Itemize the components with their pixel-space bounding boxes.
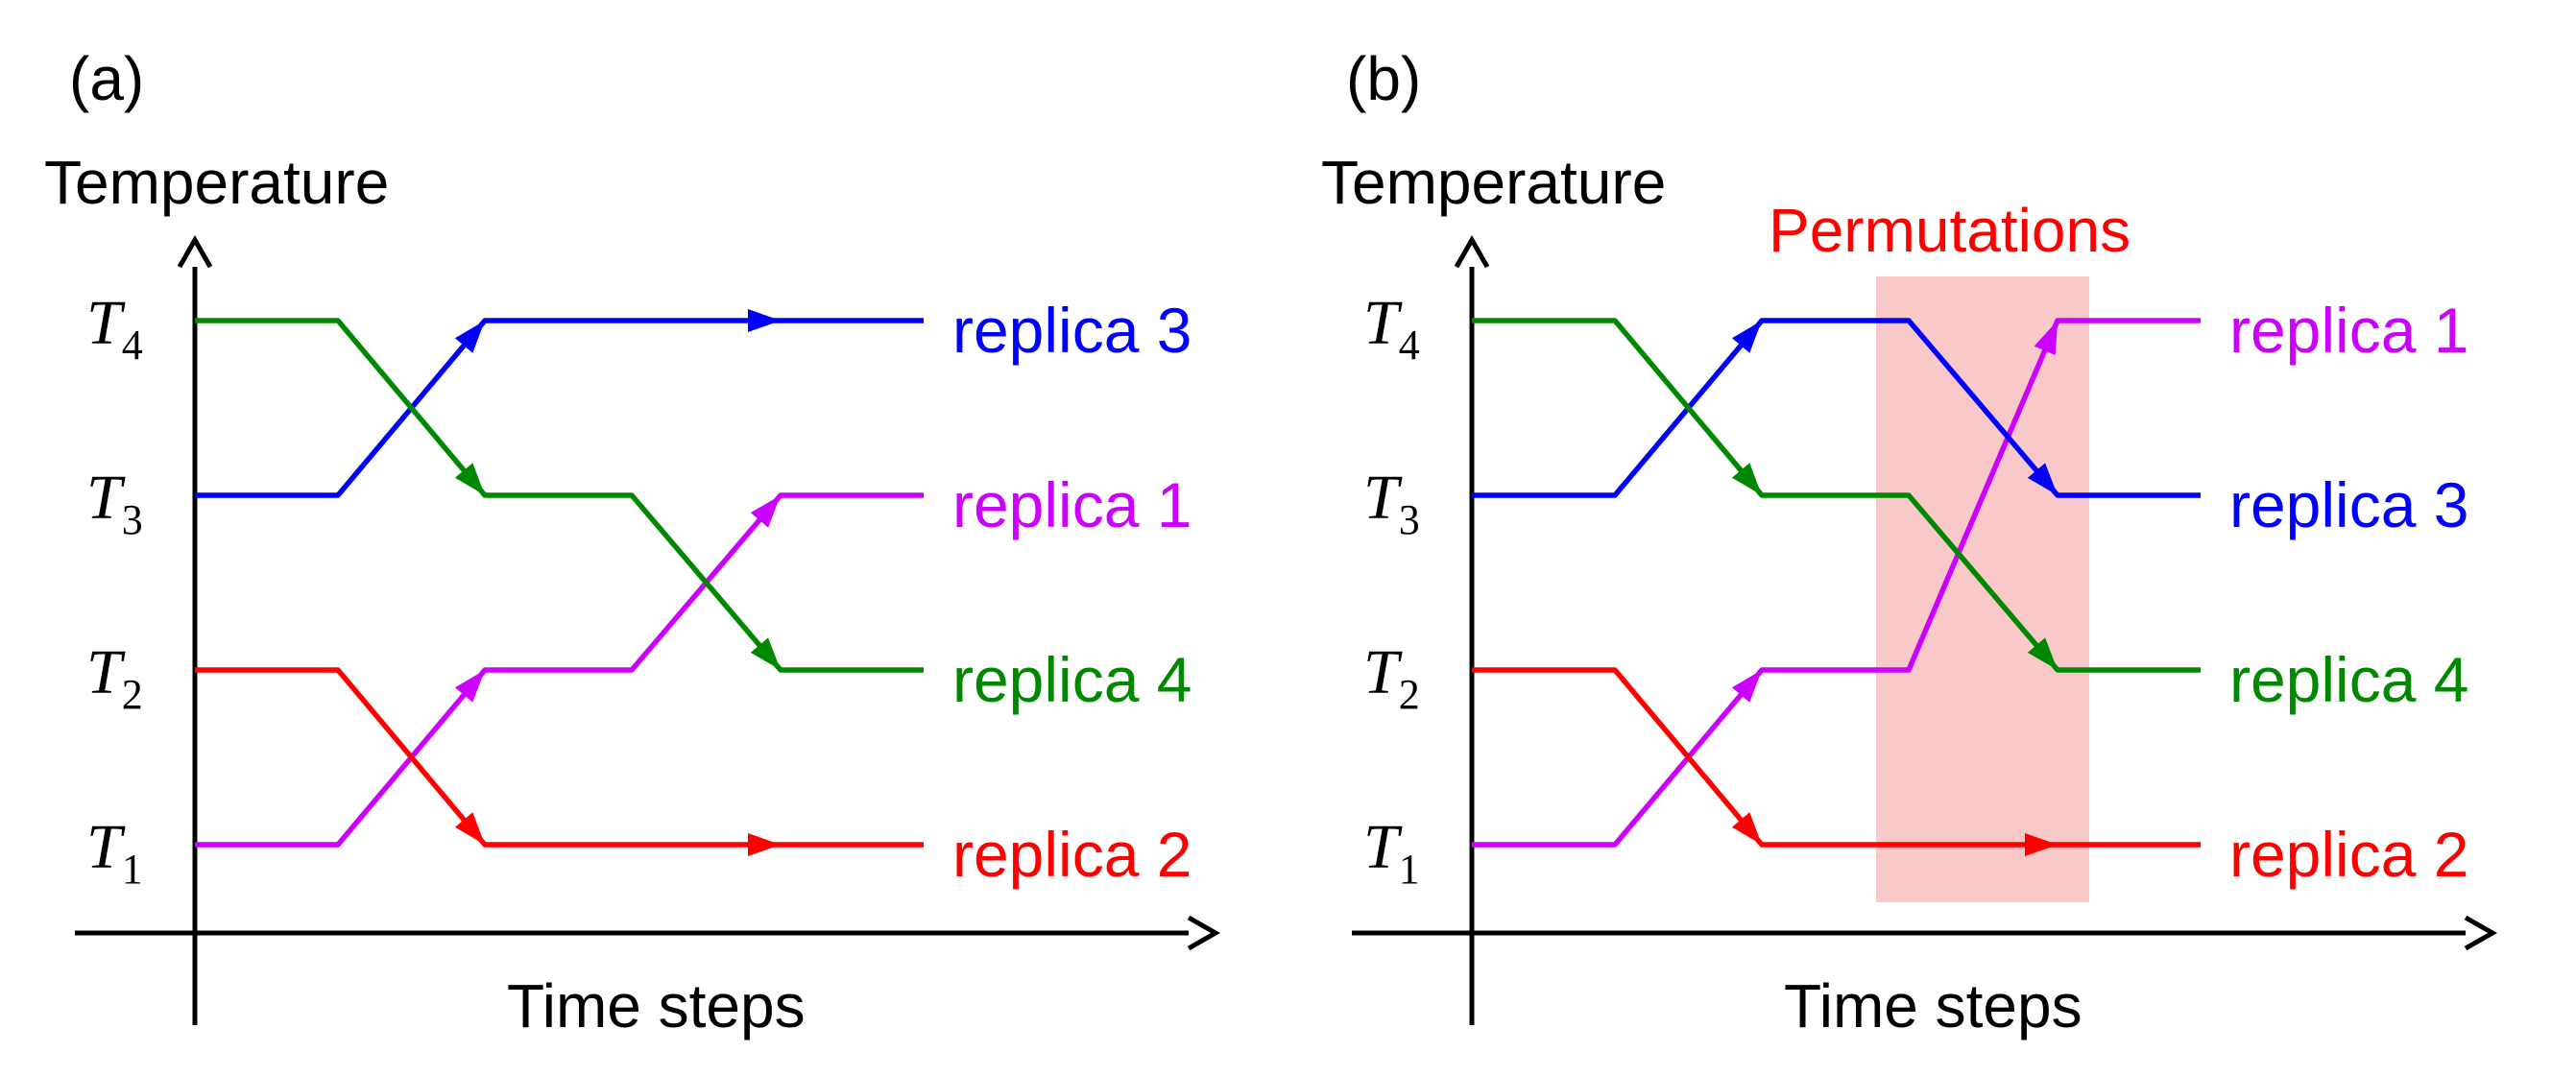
panel-a-arrowhead-replica-3-step-4	[748, 309, 781, 332]
panel-b-label-row-t2: replica 4	[2229, 644, 2468, 715]
panel-b-arrowhead-replica-2-step-4	[2025, 833, 2058, 856]
panel-a-trajectory-replica-4	[195, 318, 924, 673]
panel-b-label-row-t1: replica 2	[2229, 819, 2468, 890]
panel-b-arrowhead-replica-4-step-4	[2027, 637, 2058, 670]
panel-b-arrowhead-replica-3-step-2	[1731, 321, 1762, 353]
panel-b-trajectory-replica-3	[1472, 318, 2201, 498]
panel-a-arrowhead-replica-3-step-2	[454, 321, 485, 353]
panel-b-arrowhead-replica-2-step-2	[1731, 812, 1762, 845]
panel-b-trajectory-replica-1	[1472, 318, 2201, 848]
panel-b-x-axis-title: Time steps	[1784, 971, 2082, 1040]
permutation-label: Permutations	[1769, 196, 2131, 265]
panel-a-arrowhead-replica-2-step-2	[454, 812, 485, 845]
panel-a-arrowhead-replica-1-step-2	[454, 670, 485, 703]
panel-a-tick-t2: T2	[86, 637, 143, 718]
panel-a-label-row-t4: replica 3	[952, 295, 1192, 366]
panel-a-arrowhead-replica-4-step-4	[750, 637, 781, 670]
panel-a-arrowhead-replica-4-step-2	[454, 463, 485, 495]
panel-b-arrowhead-replica-3-step-4	[2027, 463, 2058, 495]
panel-b-arrowhead-replica-1-step-4	[2034, 321, 2058, 355]
panel-a-trajectory-replica-2	[195, 667, 924, 848]
panel-a-label-row-t2: replica 4	[952, 644, 1192, 715]
panel-b-trajectory-replica-2	[1472, 667, 2201, 848]
panel-a-tick-t4: T4	[86, 288, 143, 369]
panel-b-tick-t3: T3	[1363, 463, 1420, 543]
panel-a-x-axis-title: Time steps	[507, 971, 806, 1040]
panel-a-tick-t1: T1	[86, 812, 143, 893]
panel-a-label: (a)	[69, 44, 144, 113]
panel-a-background	[0, 0, 1287, 1076]
panel-b-arrowheads	[1731, 321, 2058, 856]
panel-b: Permutations (b) Temperature T4 T3 T2 T1	[1321, 44, 2498, 1040]
panel-b-arrowhead-replica-1-step-2	[1731, 670, 1762, 703]
panel-a-trajectories	[195, 318, 924, 848]
panel-b-tick-t2: T2	[1363, 637, 1420, 718]
panel-b-trajectory-replica-4	[1472, 318, 2201, 673]
panel-a: (a) Temperature T4 T3 T2 T1	[0, 0, 1287, 1076]
panel-a-tick-t3: T3	[86, 463, 143, 543]
panel-b-trajectories	[1472, 318, 2201, 848]
panel-a-arrowhead-replica-1-step-4	[750, 495, 781, 528]
panel-a-label-row-t1: replica 2	[952, 819, 1192, 890]
panel-b-tick-t4: T4	[1363, 288, 1420, 369]
permutation-band	[1876, 276, 2089, 902]
panel-a-label-row-t3: replica 1	[952, 469, 1192, 540]
panel-a-arrowheads	[454, 309, 781, 856]
panel-b-tick-t1: T1	[1363, 812, 1420, 893]
panel-b-label: (b)	[1346, 44, 1421, 113]
panel-a-y-axis-title: Temperature	[44, 148, 389, 217]
panel-b-label-row-t4: replica 1	[2229, 295, 2468, 366]
panel-b-label-row-t3: replica 3	[2229, 469, 2468, 540]
panel-b-arrowhead-replica-4-step-2	[1731, 463, 1762, 495]
panel-b-y-axis-title: Temperature	[1321, 148, 1666, 217]
panel-a-trajectory-replica-3	[195, 318, 924, 498]
panel-a-trajectory-replica-1	[195, 492, 924, 848]
panel-a-arrowhead-replica-2-step-4	[748, 833, 781, 856]
